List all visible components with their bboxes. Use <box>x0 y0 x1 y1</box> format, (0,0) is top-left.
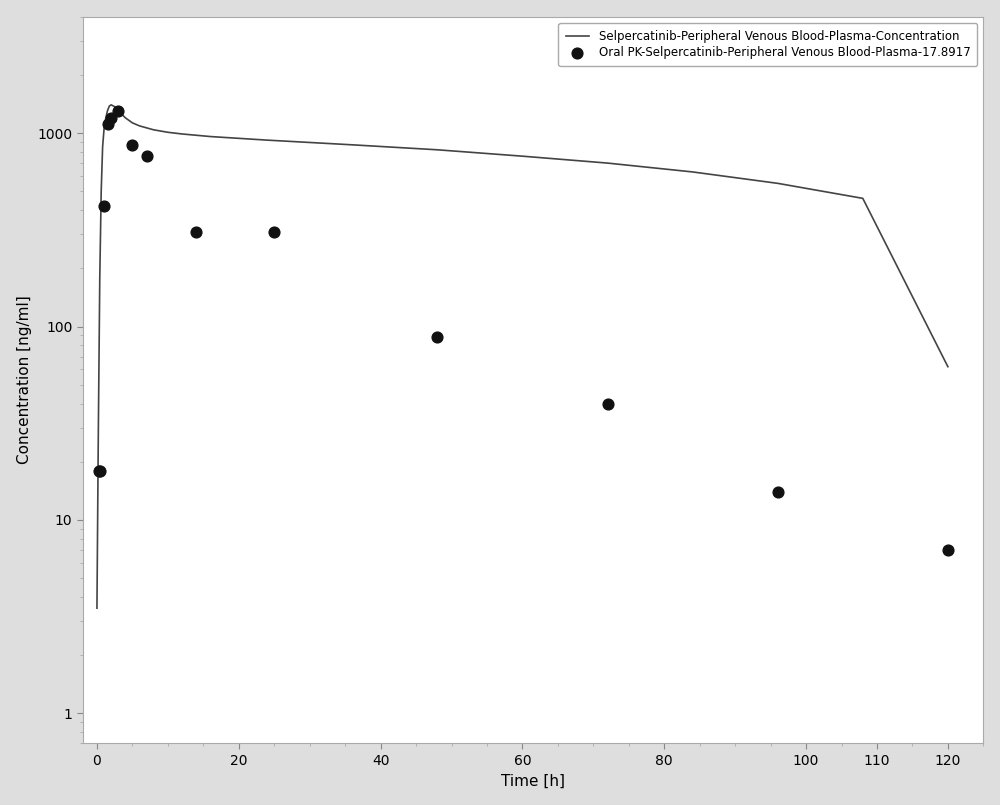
Selpercatinib-Peripheral Venous Blood-Plasma-Concentration <box>109 102 121 112</box>
Selpercatinib-Peripheral Venous Blood-Plasma-Concentration <box>105 100 117 109</box>
Oral PK-Selpercatinib-Peripheral Venous Blood-Plasma-17.8917 <box>188 225 204 238</box>
Selpercatinib-Peripheral Venous Blood-Plasma-Concentration <box>98 124 110 134</box>
Oral PK-Selpercatinib-Peripheral Venous Blood-Plasma-17.8917 <box>103 111 119 124</box>
Selpercatinib-Peripheral Venous Blood-Plasma-Concentration <box>94 272 106 282</box>
Selpercatinib-Peripheral Venous Blood-Plasma-Concentration <box>126 118 138 128</box>
Oral PK-Selpercatinib-Peripheral Venous Blood-Plasma-17.8917 <box>266 225 282 238</box>
Oral PK-Selpercatinib-Peripheral Venous Blood-Plasma-17.8917 <box>91 464 107 477</box>
Selpercatinib-Peripheral Venous Blood-Plasma-Concentration <box>133 121 145 130</box>
Oral PK-Selpercatinib-Peripheral Venous Blood-Plasma-17.8917 <box>429 331 445 344</box>
X-axis label: Time [h]: Time [h] <box>501 774 565 788</box>
Selpercatinib-Peripheral Venous Blood-Plasma-Concentration <box>431 145 443 155</box>
Line: Selpercatinib-Peripheral Venous Blood-Plasma-Concentration: Selpercatinib-Peripheral Venous Blood-Pl… <box>97 105 948 608</box>
Selpercatinib-Peripheral Venous Blood-Plasma-Concentration <box>148 125 160 134</box>
Selpercatinib-Peripheral Venous Blood-Plasma-Concentration <box>103 101 115 111</box>
Selpercatinib-Peripheral Venous Blood-Plasma-Concentration <box>100 113 112 122</box>
Oral PK-Selpercatinib-Peripheral Venous Blood-Plasma-17.8917 <box>124 138 140 151</box>
Selpercatinib-Peripheral Venous Blood-Plasma-Concentration <box>516 151 528 161</box>
Selpercatinib-Peripheral Venous Blood-Plasma-Concentration <box>261 135 273 145</box>
Selpercatinib-Peripheral Venous Blood-Plasma-Concentration <box>162 127 174 137</box>
Selpercatinib-Peripheral Venous Blood-Plasma-Concentration <box>687 167 699 177</box>
Selpercatinib-Peripheral Venous Blood-Plasma-Concentration <box>102 105 114 115</box>
Y-axis label: Concentration [ng/ml]: Concentration [ng/ml] <box>17 295 32 464</box>
Selpercatinib-Peripheral Venous Blood-Plasma-Concentration <box>602 159 614 168</box>
Selpercatinib-Peripheral Venous Blood-Plasma-Concentration <box>176 129 188 138</box>
Selpercatinib-Peripheral Venous Blood-Plasma-Concentration <box>346 140 358 150</box>
Selpercatinib-Peripheral Venous Blood-Plasma-Concentration <box>92 423 104 432</box>
Oral PK-Selpercatinib-Peripheral Venous Blood-Plasma-17.8917 <box>92 464 108 477</box>
Oral PK-Selpercatinib-Peripheral Venous Blood-Plasma-17.8917 <box>110 105 126 118</box>
Oral PK-Selpercatinib-Peripheral Venous Blood-Plasma-17.8917 <box>770 485 786 498</box>
Selpercatinib-Peripheral Venous Blood-Plasma-Concentration <box>91 603 103 613</box>
Selpercatinib-Peripheral Venous Blood-Plasma-Concentration <box>119 113 131 122</box>
Oral PK-Selpercatinib-Peripheral Venous Blood-Plasma-17.8917 <box>940 543 956 556</box>
Oral PK-Selpercatinib-Peripheral Venous Blood-Plasma-17.8917 <box>96 200 112 213</box>
Selpercatinib-Peripheral Venous Blood-Plasma-Concentration <box>857 193 869 203</box>
Oral PK-Selpercatinib-Peripheral Venous Blood-Plasma-17.8917 <box>600 397 616 410</box>
Oral PK-Selpercatinib-Peripheral Venous Blood-Plasma-17.8917 <box>100 118 116 130</box>
Selpercatinib-Peripheral Venous Blood-Plasma-Concentration <box>112 105 124 115</box>
Selpercatinib-Peripheral Venous Blood-Plasma-Concentration <box>95 187 107 196</box>
Selpercatinib-Peripheral Venous Blood-Plasma-Concentration <box>942 362 954 372</box>
Legend: Selpercatinib-Peripheral Venous Blood-Plasma-Concentration, Oral PK-Selpercatini: Selpercatinib-Peripheral Venous Blood-Pl… <box>558 23 977 66</box>
Oral PK-Selpercatinib-Peripheral Venous Blood-Plasma-17.8917 <box>139 150 155 163</box>
Selpercatinib-Peripheral Venous Blood-Plasma-Concentration <box>97 142 109 151</box>
Selpercatinib-Peripheral Venous Blood-Plasma-Concentration <box>772 179 784 188</box>
Selpercatinib-Peripheral Venous Blood-Plasma-Concentration <box>204 132 216 142</box>
